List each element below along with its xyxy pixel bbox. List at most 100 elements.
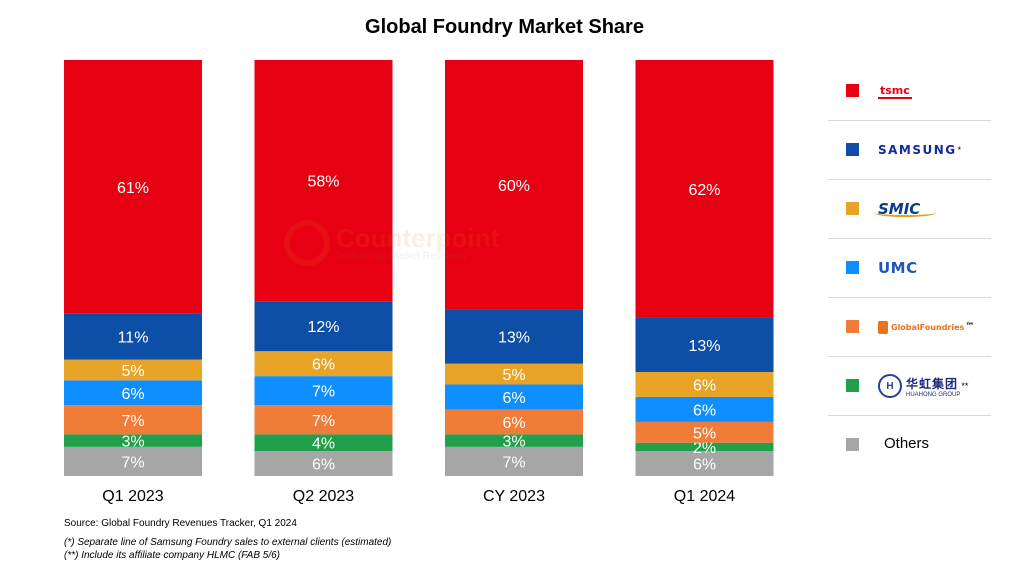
bar-tsmc-q1-2024 xyxy=(635,60,774,318)
data-label-huahong-group-q1-2024: 2% xyxy=(693,440,716,457)
bar-samsung-q1-2023 xyxy=(64,313,202,360)
tsmc-logo-icon: tsmc xyxy=(878,72,988,110)
bar-smic-q1-2024 xyxy=(635,372,774,397)
globalfoundries-tm-mark: ™ xyxy=(965,322,975,332)
data-label-tsmc-q2-2023: 58% xyxy=(307,174,339,191)
tsmc-logo-text: tsmc xyxy=(878,83,912,99)
huahong-footnote-mark: ** xyxy=(961,381,969,391)
samsung-footnote-mark: * xyxy=(957,145,962,155)
legend-item-globalfoundries: GlobalFoundries ™ xyxy=(828,298,991,357)
legend-label-others: Others xyxy=(884,435,930,452)
data-label-tsmc-cy-2023: 60% xyxy=(498,178,530,195)
bar-others-q1-2023 xyxy=(64,446,202,476)
legend-swatch-globalfoundries xyxy=(846,320,859,333)
data-label-others-q1-2023: 7% xyxy=(121,454,144,471)
chart-title: Global Foundry Market Share xyxy=(365,16,644,38)
globalfoundries-mark-icon xyxy=(878,320,888,334)
bar-globalfoundries-q1-2023 xyxy=(64,405,202,435)
legend-swatch-samsung xyxy=(846,143,859,156)
bar-umc-q1-2023 xyxy=(64,380,202,406)
bar-samsung-q2-2023 xyxy=(254,301,393,352)
legend-item-huahong: H 华虹集团 HUAHONG GROUP ** xyxy=(828,357,991,416)
data-label-samsung-q2-2023: 12% xyxy=(307,319,339,336)
bar-globalfoundries-cy-2023 xyxy=(445,409,583,435)
category-label-q1-2024: Q1 2024 xyxy=(674,488,735,505)
data-label-huahong-group-q1-2023: 3% xyxy=(121,434,144,451)
legend: tsmc SAMSUNG * SMIC UMC GlobalFoundries … xyxy=(828,62,991,474)
bar-huahong-group-q1-2023 xyxy=(64,434,202,447)
data-label-huahong-group-cy-2023: 3% xyxy=(502,434,525,451)
legend-swatch-umc xyxy=(846,261,859,274)
smic-swoosh-icon xyxy=(874,209,936,217)
footnotes: Source: Global Foundry Revenues Tracker,… xyxy=(64,517,391,562)
data-label-others-cy-2023: 7% xyxy=(502,454,525,471)
bar-globalfoundries-q1-2024 xyxy=(635,421,774,443)
legend-item-others: Others xyxy=(828,416,991,474)
bar-tsmc-q1-2023 xyxy=(64,60,202,314)
category-label-q1-2023: Q1 2023 xyxy=(102,488,163,505)
data-label-huahong-group-q2-2023: 4% xyxy=(312,436,335,453)
data-label-umc-cy-2023: 6% xyxy=(502,390,525,407)
legend-item-smic: SMIC xyxy=(828,180,991,239)
globalfoundries-logo-icon: GlobalFoundries ™ xyxy=(878,308,988,346)
data-label-tsmc-q1-2023: 61% xyxy=(117,180,149,197)
smic-logo-icon: SMIC xyxy=(874,190,988,228)
huahong-emblem-icon: H xyxy=(878,374,902,398)
bar-umc-q2-2023 xyxy=(254,376,393,406)
huahong-logo-text: 华虹集团 xyxy=(906,376,959,391)
data-label-globalfoundries-q2-2023: 7% xyxy=(312,413,335,430)
bar-globalfoundries-q2-2023 xyxy=(254,405,393,435)
source-note: Source: Global Foundry Revenues Tracker,… xyxy=(64,518,297,529)
bar-huahong-group-q1-2024 xyxy=(635,442,774,452)
legend-swatch-tsmc xyxy=(846,84,859,97)
data-label-samsung-q1-2023: 11% xyxy=(118,330,149,347)
globalfoundries-logo-text: GlobalFoundries xyxy=(891,322,965,332)
bar-tsmc-cy-2023 xyxy=(445,60,583,310)
data-label-umc-q2-2023: 7% xyxy=(312,384,335,401)
data-label-samsung-q1-2024: 13% xyxy=(688,338,720,355)
samsung-logo-text: SAMSUNG xyxy=(878,143,957,157)
huahong-logo-subtext: HUAHONG GROUP xyxy=(906,391,961,398)
footnote-huahong: (**) Include its affiliate company HLMC … xyxy=(64,550,281,561)
data-label-globalfoundries-cy-2023: 6% xyxy=(502,415,525,432)
bar-umc-q1-2024 xyxy=(635,396,774,422)
bar-others-q1-2024 xyxy=(635,451,774,476)
bar-tsmc-q2-2023 xyxy=(254,60,393,302)
legend-swatch-smic xyxy=(846,202,859,215)
data-label-smic-q2-2023: 6% xyxy=(312,357,335,374)
data-label-umc-q1-2024: 6% xyxy=(693,402,716,419)
legend-item-umc: UMC xyxy=(828,239,991,298)
bar-others-cy-2023 xyxy=(445,446,583,476)
bar-smic-q1-2023 xyxy=(64,359,202,381)
data-label-smic-cy-2023: 5% xyxy=(502,367,525,384)
umc-logo-text: UMC xyxy=(878,259,918,277)
bar-samsung-cy-2023 xyxy=(445,309,583,364)
bar-samsung-q1-2024 xyxy=(635,317,774,372)
bar-smic-cy-2023 xyxy=(445,363,583,385)
data-label-others-q1-2024: 6% xyxy=(693,457,716,474)
legend-item-tsmc: tsmc xyxy=(828,62,991,121)
bar-umc-cy-2023 xyxy=(445,384,583,410)
data-label-tsmc-q1-2024: 62% xyxy=(688,182,720,199)
footnote-samsung: (*) Separate line of Samsung Foundry sal… xyxy=(64,537,392,548)
data-label-globalfoundries-q1-2023: 7% xyxy=(121,413,144,430)
umc-logo-icon: UMC xyxy=(878,249,988,287)
bar-others-q2-2023 xyxy=(254,451,393,476)
data-label-smic-q1-2024: 6% xyxy=(693,377,716,394)
bar-smic-q2-2023 xyxy=(254,351,393,377)
legend-swatch-huahong xyxy=(846,379,859,392)
huahong-logo-icon: H 华虹集团 HUAHONG GROUP ** xyxy=(878,367,988,405)
data-label-samsung-cy-2023: 13% xyxy=(498,330,530,347)
bar-huahong-group-cy-2023 xyxy=(445,434,583,447)
data-label-umc-q1-2023: 6% xyxy=(121,386,144,403)
legend-swatch-others xyxy=(846,438,859,451)
samsung-logo-icon: SAMSUNG * xyxy=(878,131,988,169)
bar-huahong-group-q2-2023 xyxy=(254,434,393,452)
legend-item-samsung: SAMSUNG * xyxy=(828,121,991,180)
data-label-smic-q1-2023: 5% xyxy=(121,363,144,380)
category-label-q2-2023: Q2 2023 xyxy=(293,488,354,505)
data-label-others-q2-2023: 6% xyxy=(312,457,335,474)
data-label-globalfoundries-q1-2024: 5% xyxy=(693,425,716,442)
category-label-cy-2023: CY 2023 xyxy=(483,488,545,505)
